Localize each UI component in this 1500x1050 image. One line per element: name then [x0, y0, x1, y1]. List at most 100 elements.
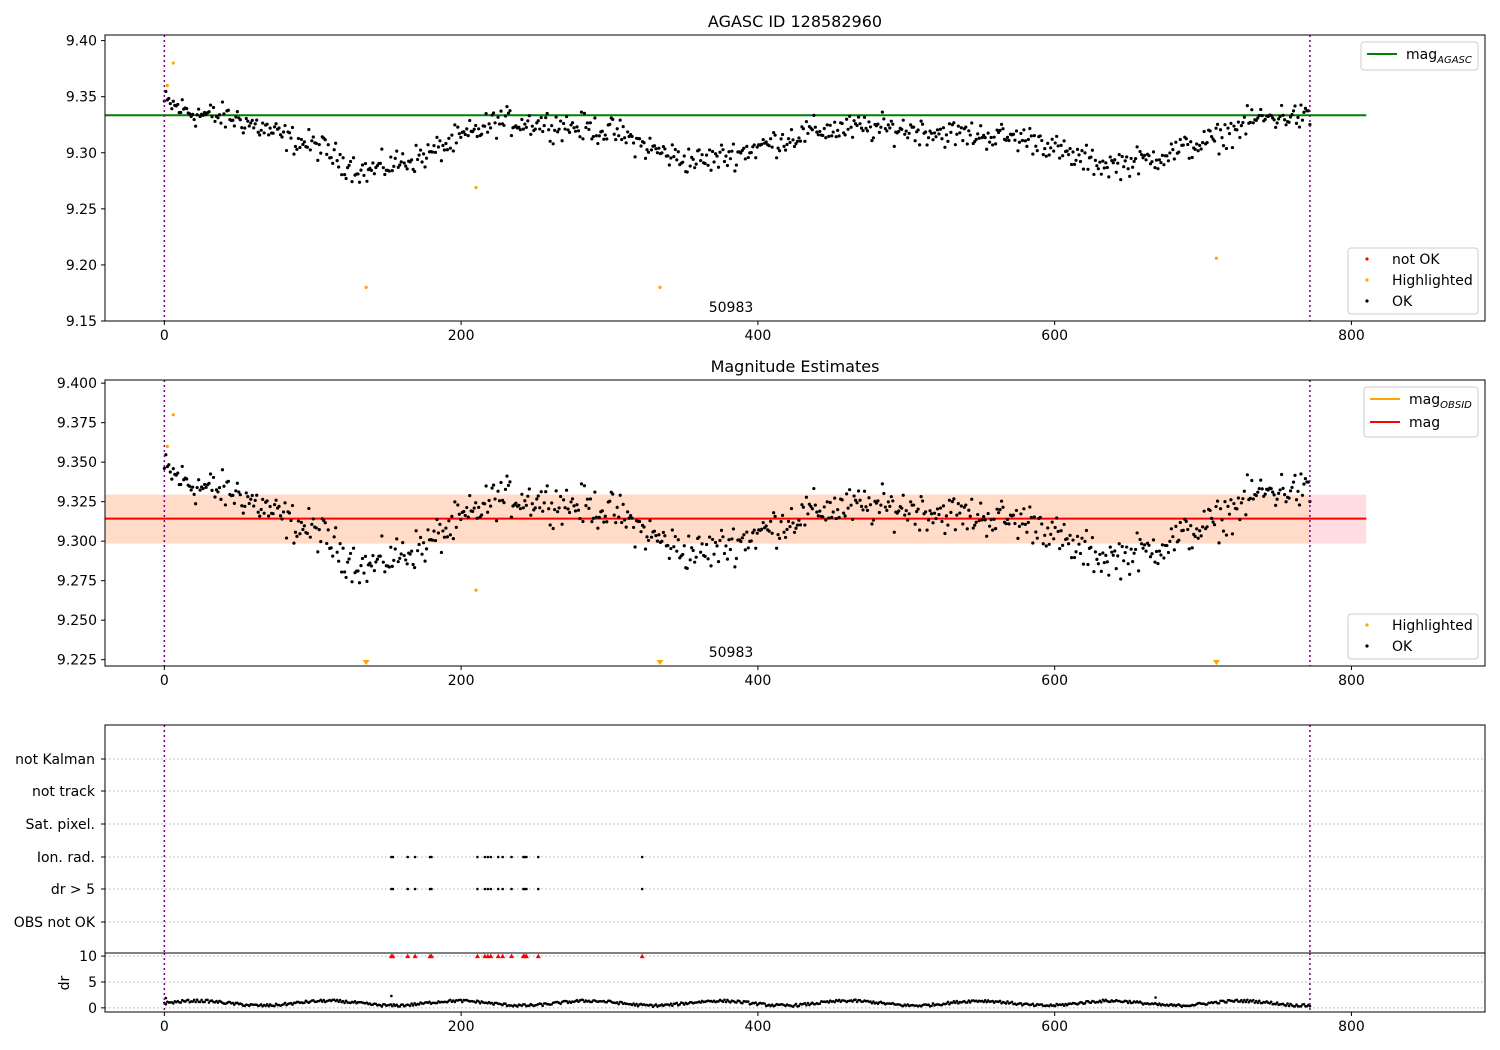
- ok-point: [284, 148, 289, 153]
- ok-point: [462, 509, 466, 514]
- ok-point: [472, 127, 476, 131]
- ok-point: [780, 132, 785, 137]
- ok-point: [791, 521, 795, 525]
- flag-label-not-track: not track: [32, 784, 96, 800]
- ok-point: [792, 530, 797, 534]
- ok-point: [879, 125, 883, 129]
- ok-point: [603, 133, 607, 137]
- ok-point: [1050, 137, 1054, 141]
- ok-point: [402, 553, 406, 558]
- ok-point: [1189, 140, 1193, 144]
- ok-point: [629, 514, 633, 518]
- ok-point: [334, 526, 338, 530]
- ok-point: [454, 525, 458, 529]
- ok-point: [831, 510, 835, 514]
- ok-point: [615, 505, 619, 509]
- ok-point: [417, 542, 421, 547]
- ok-point: [380, 147, 384, 151]
- ok-point: [740, 536, 744, 540]
- ok-point: [923, 130, 928, 134]
- ok-point: [491, 111, 496, 115]
- ok-point: [517, 503, 521, 507]
- ok-point: [1300, 118, 1305, 122]
- ok-point: [216, 116, 220, 120]
- ok-point: [590, 520, 594, 524]
- flag-point: [501, 855, 504, 859]
- ok-point: [404, 558, 408, 562]
- ok-point: [259, 128, 263, 132]
- ok-point: [880, 482, 884, 486]
- ok-point: [1095, 164, 1099, 168]
- ok-point: [1032, 133, 1036, 138]
- ok-point: [1062, 522, 1066, 527]
- ok-point: [865, 508, 870, 512]
- ok-point: [323, 521, 327, 525]
- ok-point: [1102, 166, 1106, 170]
- flag-point: [413, 887, 417, 891]
- agasc-point-legend: not OK Highlighted OK: [1347, 247, 1479, 315]
- ok-point: [1081, 562, 1086, 566]
- ok-point: [1020, 522, 1024, 526]
- ok-point: [694, 555, 698, 559]
- dr-outlier-point: [1154, 996, 1157, 999]
- dr-point: [741, 1001, 744, 1005]
- ok-point: [1123, 159, 1127, 163]
- ok-point: [834, 516, 838, 521]
- ok-point: [1288, 489, 1293, 493]
- ok-point: [1177, 538, 1181, 542]
- ok-point: [302, 524, 306, 528]
- ok-point: [462, 130, 466, 134]
- ok-point: [840, 498, 844, 502]
- ok-point: [849, 503, 853, 507]
- ok-point: [940, 519, 944, 524]
- ok-point: [401, 541, 405, 545]
- highlighted-point: [165, 83, 169, 88]
- ok-point: [804, 495, 808, 499]
- ok-point: [676, 150, 680, 154]
- ok-point: [1279, 103, 1284, 108]
- ok-point: [283, 123, 287, 128]
- ok-point: [752, 528, 756, 532]
- dr-point: [615, 1001, 619, 1004]
- ok-point: [176, 471, 180, 475]
- dr-point: [490, 1001, 494, 1005]
- ok-point: [278, 514, 283, 518]
- ok-point: [988, 140, 992, 144]
- dr-clipped-marker: [523, 953, 529, 959]
- ok-point: [919, 495, 923, 499]
- ok-point: [1302, 482, 1306, 486]
- ok-point: [484, 484, 488, 488]
- dr-point: [541, 1004, 545, 1008]
- dr-outlier-point: [164, 996, 168, 1000]
- ok-point: [1129, 547, 1133, 551]
- ok-point: [1001, 127, 1005, 131]
- ok-point: [697, 535, 701, 539]
- ok-point: [1181, 528, 1185, 532]
- ok-point: [907, 131, 911, 135]
- ok-point: [822, 505, 826, 509]
- ok-point: [1189, 524, 1193, 528]
- ok-point: [964, 125, 968, 129]
- ok-point: [728, 547, 733, 552]
- ok-point: [290, 125, 295, 130]
- ok-point: [1212, 139, 1217, 143]
- ok-point: [1041, 153, 1045, 157]
- dr-point: [516, 1005, 519, 1008]
- ok-point: [234, 115, 238, 119]
- ok-point: [345, 560, 350, 564]
- ok-point: [611, 492, 615, 496]
- ok-point: [1239, 124, 1243, 128]
- ok-point: [323, 138, 327, 142]
- ok-point: [277, 504, 281, 508]
- ok-point: [877, 510, 881, 515]
- ok-point: [296, 519, 301, 523]
- y-tick-label: 0: [88, 1001, 97, 1017]
- ok-point: [451, 537, 455, 541]
- dr-point: [1128, 999, 1131, 1003]
- ok-point: [968, 514, 972, 518]
- ok-point: [1068, 533, 1072, 537]
- ok-point: [1153, 166, 1157, 170]
- ok-point: [742, 146, 746, 150]
- ok-point: [667, 163, 671, 167]
- ok-point: [570, 121, 575, 125]
